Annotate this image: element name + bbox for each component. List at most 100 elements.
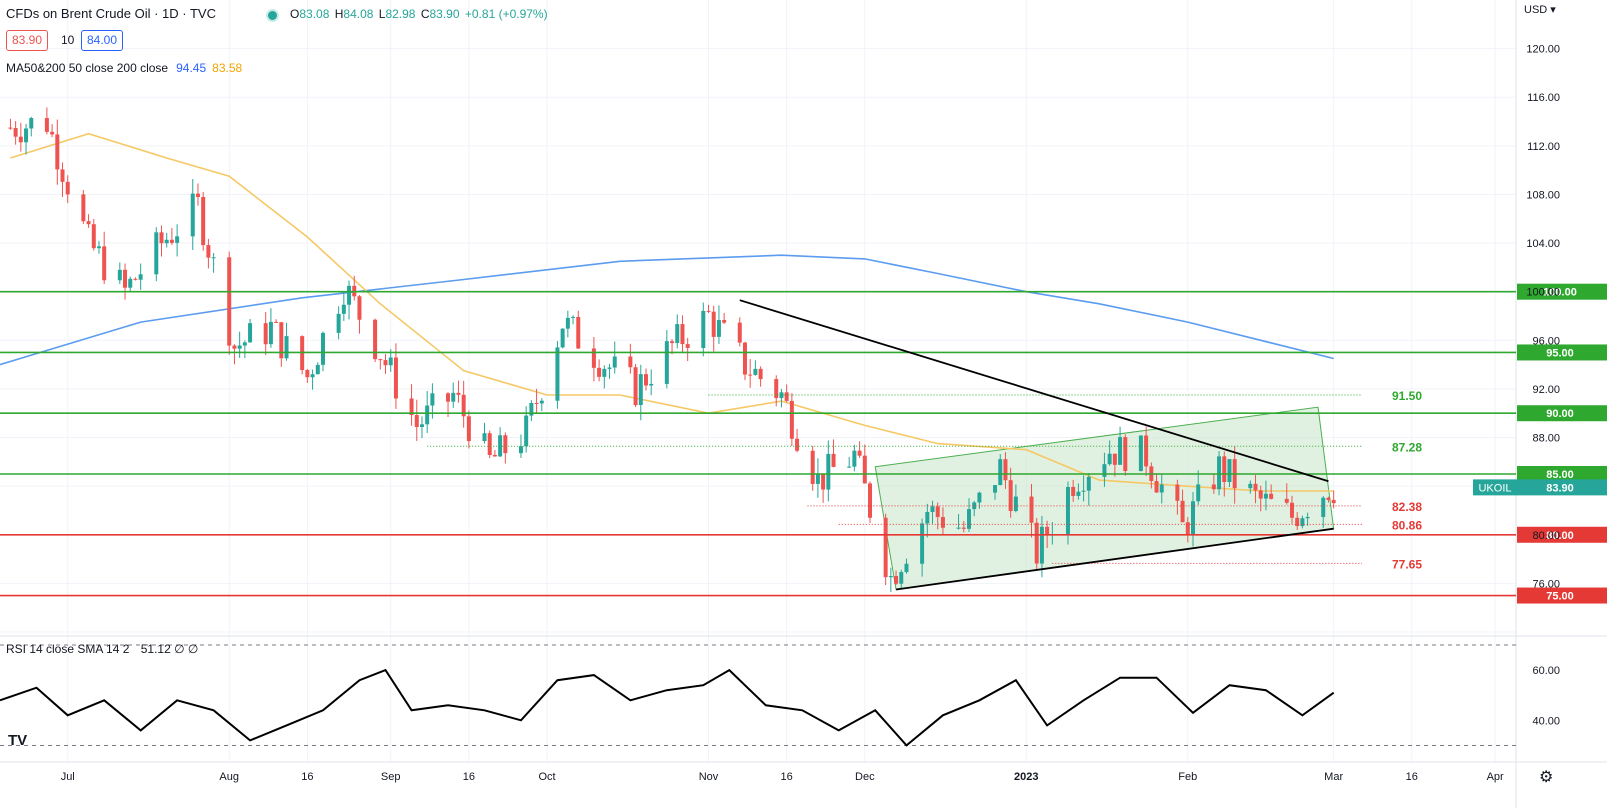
level-price-label: 75.00 <box>1546 591 1574 603</box>
x-tick-label: 2023 <box>1014 771 1038 783</box>
ma-indicator-legend[interactable]: MA50&200 50 close 200 close 94.45 83.58 <box>6 61 242 75</box>
candle-body <box>357 296 362 320</box>
candle-body <box>1118 437 1123 465</box>
candle-body <box>1175 484 1180 501</box>
currency-selector[interactable]: USD ▾ <box>1524 4 1556 16</box>
chart-title[interactable]: CFDs on Brent Crude Oil · 1D · TVC <box>6 6 216 21</box>
candle <box>414 399 419 441</box>
candle <box>706 304 711 314</box>
candle-body <box>612 356 617 368</box>
candle-body <box>409 398 414 416</box>
x-tick-label: Feb <box>1178 771 1197 783</box>
candle-body <box>55 134 60 170</box>
x-tick-label: 16 <box>463 771 475 783</box>
candle <box>576 310 581 349</box>
grid-lines <box>0 0 1516 762</box>
candle-body <box>1305 516 1310 519</box>
candle <box>753 360 758 376</box>
candle <box>482 422 487 444</box>
dotted-level-label: 91.50 <box>1392 389 1422 403</box>
candle <box>560 328 565 349</box>
level-price-label: 90.00 <box>1546 408 1574 420</box>
candle <box>993 485 998 500</box>
x-tick-label: Mar <box>1324 771 1343 783</box>
candle-body <box>81 194 86 222</box>
candle-body <box>935 506 940 518</box>
candle-body <box>649 383 654 386</box>
candle <box>487 430 492 459</box>
candle <box>534 388 539 413</box>
candle <box>492 449 497 457</box>
candle <box>1248 480 1253 494</box>
candle-body <box>737 322 742 343</box>
rsi-indicator-legend[interactable]: RSI 14 close SMA 14 2 51.12 ∅ ∅ <box>6 642 198 656</box>
dotted-level-label: 87.28 <box>1392 440 1422 454</box>
y-tick-label: 88.00 <box>1532 433 1560 445</box>
candle-body <box>555 347 560 401</box>
candle <box>638 364 643 421</box>
candle-body <box>972 502 977 510</box>
x-tick-label: Jul <box>61 771 75 783</box>
candle-body <box>446 393 451 402</box>
candle-body <box>602 368 607 377</box>
candle-body <box>315 364 320 375</box>
y-tick-label: 96.00 <box>1532 335 1560 347</box>
candle-body <box>284 336 289 359</box>
candle <box>419 416 424 439</box>
candle <box>862 444 867 484</box>
candle-body <box>60 169 65 182</box>
candle <box>1289 495 1294 524</box>
symbol-label: UKOIL <box>1478 482 1511 494</box>
ma200-line <box>0 254 1334 366</box>
candle <box>466 410 471 449</box>
candle-body <box>571 316 576 318</box>
candle-body <box>742 342 747 375</box>
candle <box>711 305 716 352</box>
sell-price-button[interactable]: 83.90 <box>6 30 49 51</box>
candle-body <box>518 446 523 454</box>
candle <box>154 227 159 282</box>
candle-body <box>722 320 727 323</box>
gear-icon[interactable]: ⚙ <box>1539 769 1554 786</box>
candle <box>1258 485 1263 512</box>
candle-body <box>904 563 909 573</box>
candle-body <box>753 368 758 375</box>
buy-price-button[interactable]: 84.00 <box>81 30 124 51</box>
x-tick-label: Dec <box>855 771 875 783</box>
candle-body <box>456 392 461 395</box>
candle <box>1123 434 1128 476</box>
candle <box>716 305 721 344</box>
candle <box>1071 479 1076 502</box>
ohlc-high-label: H <box>334 7 344 21</box>
candle <box>102 231 107 285</box>
candle-body <box>539 400 544 404</box>
candle <box>935 502 940 530</box>
candle <box>451 382 456 408</box>
candle-body <box>86 221 91 225</box>
y-tick-label: 112.00 <box>1527 141 1560 153</box>
candle-body <box>795 438 800 451</box>
candle <box>1295 512 1300 530</box>
candle-body <box>1326 497 1331 500</box>
candle <box>201 191 206 251</box>
candle-body <box>175 236 180 243</box>
candle <box>685 337 690 362</box>
candle-body <box>701 310 706 348</box>
ohlc-high-value: 84.08 <box>343 7 374 21</box>
candle <box>128 276 133 292</box>
candle-body <box>451 392 456 402</box>
candle <box>1185 517 1190 543</box>
candle <box>357 295 362 334</box>
candle <box>268 308 273 348</box>
x-tick-label: Apr <box>1487 771 1504 783</box>
candle <box>1013 484 1018 513</box>
candle <box>211 253 216 273</box>
x-tick-label: Nov <box>699 771 719 783</box>
y-tick-label: 116.00 <box>1527 92 1560 104</box>
candle <box>1102 452 1107 487</box>
candle <box>607 363 612 379</box>
candle-body <box>1123 437 1128 472</box>
rsi-indicator-label: RSI 14 close SMA 14 2 <box>6 642 130 656</box>
candle-body <box>868 483 873 518</box>
candle-body <box>133 278 138 280</box>
